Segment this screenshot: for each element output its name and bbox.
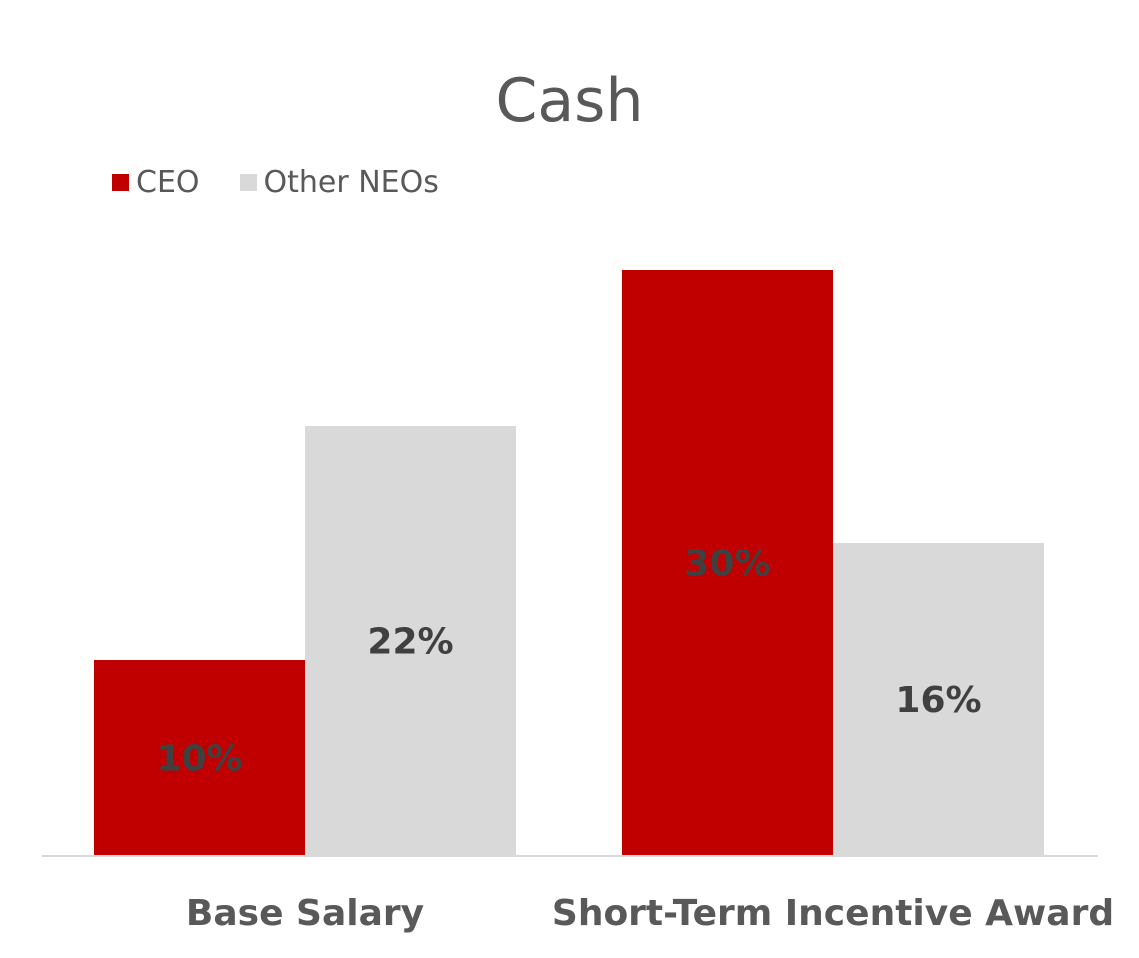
category-label-short-term-incentive-award: Short-Term Incentive Award <box>552 893 1114 934</box>
legend-item-ceo: CEO <box>112 165 200 200</box>
legend-label-other-neos: Other NEOs <box>263 165 439 200</box>
data-label-other-neos-short-term-incentive-award: 16% <box>895 680 981 721</box>
chart-title: Cash <box>495 66 644 136</box>
bar-ceo-short-term-incentive-award <box>622 270 833 855</box>
legend-label-ceo: CEO <box>136 165 200 200</box>
bar-other-neos-short-term-incentive-award <box>833 543 1044 855</box>
legend: CEO Other NEOs <box>112 165 479 200</box>
data-label-ceo-short-term-incentive-award: 30% <box>684 544 770 585</box>
data-label-other-neos-base-salary: 22% <box>367 622 453 663</box>
legend-swatch-ceo <box>112 174 129 191</box>
bar-other-neos-base-salary <box>305 426 516 855</box>
data-label-ceo-base-salary: 10% <box>156 739 242 780</box>
legend-item-other-neos: Other NEOs <box>239 165 439 200</box>
category-label-base-salary: Base Salary <box>186 893 424 934</box>
legend-swatch-other-neos <box>239 174 257 191</box>
bar-ceo-base-salary <box>94 660 305 855</box>
